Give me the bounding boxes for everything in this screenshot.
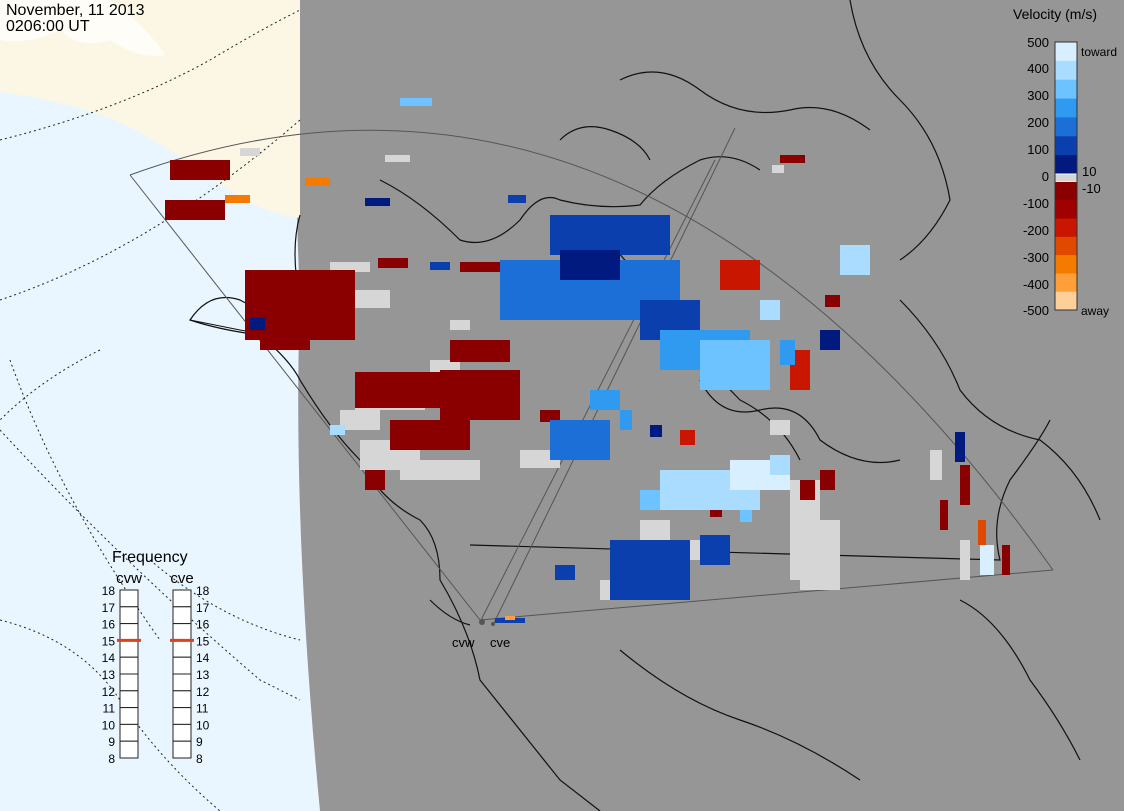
- frequency-level-label: 8: [196, 752, 203, 766]
- colorbar-swatch-toward: [1055, 117, 1077, 137]
- frequency-cell: [172, 673, 192, 692]
- radar-sites: cvw cve: [452, 616, 525, 650]
- frequency-cell: [119, 673, 139, 692]
- frequency-level-label: 14: [196, 651, 210, 665]
- frequency-cell: [172, 656, 192, 675]
- frequency-cell: [119, 623, 139, 641]
- frequency-level-label: 16: [102, 618, 116, 632]
- colorbar-swatch-away: [1055, 291, 1077, 311]
- colorbar-swatch-toward: [1055, 79, 1077, 100]
- colorbar-title: Velocity (m/s): [1013, 6, 1098, 22]
- frequency-level-label: 9: [196, 735, 203, 749]
- frequency-level-label: 18: [196, 584, 210, 598]
- frequency-cell: [172, 639, 192, 658]
- frequency-panel: cvw18171615141312111098cve18171615141312…: [102, 570, 210, 766]
- date-label: November, 11 2013: [6, 2, 145, 19]
- frequency-cell: [119, 656, 139, 675]
- colorbar-tick-label: -400: [1023, 277, 1049, 292]
- frequency-cell: [172, 589, 192, 608]
- frequency-cell: [172, 690, 192, 709]
- frequency-level-label: 11: [103, 702, 116, 716]
- colorbar-tick-label: 300: [1027, 88, 1049, 103]
- colorbar-tick-label: -500: [1023, 303, 1049, 318]
- colorbar-swatch-away: [1055, 200, 1077, 220]
- time-label: 0206:00 UT: [6, 18, 90, 35]
- frequency-level-label: 17: [102, 601, 116, 615]
- frequency-level-label: 15: [102, 634, 116, 648]
- frequency-cell: [172, 723, 192, 742]
- colorbar-tick-label: 200: [1027, 115, 1049, 130]
- colorbar-tick-label: 0: [1042, 169, 1049, 184]
- frequency-cell: [172, 707, 192, 725]
- frequency-cell: [119, 740, 139, 759]
- frequency-column-label-cve: cve: [170, 570, 193, 587]
- frequency-level-label: 18: [102, 584, 116, 598]
- frequency-cell: [172, 740, 192, 759]
- frequency-cell: [119, 606, 139, 625]
- frequency-level-label: 8: [108, 752, 115, 766]
- land-region: [296, 0, 1124, 811]
- colorbar-tick-label: -200: [1023, 223, 1049, 238]
- frequency-cell: [119, 707, 139, 725]
- frequency-level-label: 12: [196, 685, 210, 699]
- radar-label-cve: cve: [490, 635, 510, 650]
- velocity-colorbar: [1054, 41, 1078, 311]
- frequency-cell: [119, 639, 139, 658]
- colorbar-swatch-away: [1055, 273, 1077, 293]
- frequency-cell: [119, 690, 139, 709]
- colorbar-swatch-away: [1055, 236, 1077, 256]
- frequency-level-label: 9: [108, 735, 115, 749]
- velocity-colorbar-ticks: 500 400 300 200 100 0 -100 -200 -300 -400 -500 10 -1…: [1023, 35, 1117, 318]
- frequency-level-label: 17: [196, 601, 210, 615]
- frequency-level-label: 11: [196, 702, 209, 716]
- frequency-cell: [119, 723, 139, 742]
- radar-label-cvw: cvw: [452, 635, 475, 650]
- colorbar-tick-label: -300: [1023, 250, 1049, 265]
- colorbar-tick-label: 100: [1027, 142, 1049, 157]
- siberia-coast: [0, 0, 165, 56]
- frequency-level-label: 10: [102, 718, 116, 732]
- colorbar-swatch-away: [1055, 218, 1077, 238]
- colorbar-away-label: away: [1081, 304, 1109, 318]
- colorbar-swatch-ground-scatter: [1055, 174, 1077, 182]
- frequency-level-label: 13: [102, 668, 116, 682]
- colorbar-swatch-toward: [1055, 98, 1077, 118]
- colorbar-inner-label-pos: 10: [1082, 164, 1096, 179]
- frequency-cell: [172, 623, 192, 641]
- colorbar-swatch-toward: [1055, 155, 1077, 175]
- frequency-column-label-cvw: cvw: [116, 570, 142, 587]
- colorbar-inner-label-neg: -10: [1082, 181, 1101, 196]
- colorbar-swatch-away: [1055, 255, 1077, 274]
- frequency-title: Frequency: [112, 549, 188, 566]
- frequency-level-label: 12: [102, 685, 116, 699]
- radar-site-cve-marker: [491, 622, 495, 626]
- radar-site-cvw-marker: [479, 619, 485, 625]
- colorbar-tick-label: 500: [1027, 35, 1049, 50]
- colorbar-swatch-away: [1055, 182, 1077, 201]
- frequency-level-label: 15: [196, 634, 210, 648]
- colorbar-tick-label: 400: [1027, 61, 1049, 76]
- frequency-level-label: 14: [102, 651, 116, 665]
- colorbar-swatch-toward: [1055, 42, 1077, 62]
- frequency-cell: [172, 606, 192, 625]
- frequency-level-label: 16: [196, 618, 210, 632]
- colorbar-tick-label: -100: [1023, 196, 1049, 211]
- frequency-level-label: 13: [196, 668, 210, 682]
- colorbar-swatch-toward: [1055, 60, 1077, 81]
- lat-lon-grid: [0, 9, 301, 811]
- frequency-level-label: 10: [196, 718, 210, 732]
- velocity-toward-cells: [250, 98, 994, 600]
- colorbar-swatch-toward: [1055, 136, 1077, 156]
- colorbar-toward-label: toward: [1081, 45, 1117, 59]
- frequency-cell: [119, 589, 139, 608]
